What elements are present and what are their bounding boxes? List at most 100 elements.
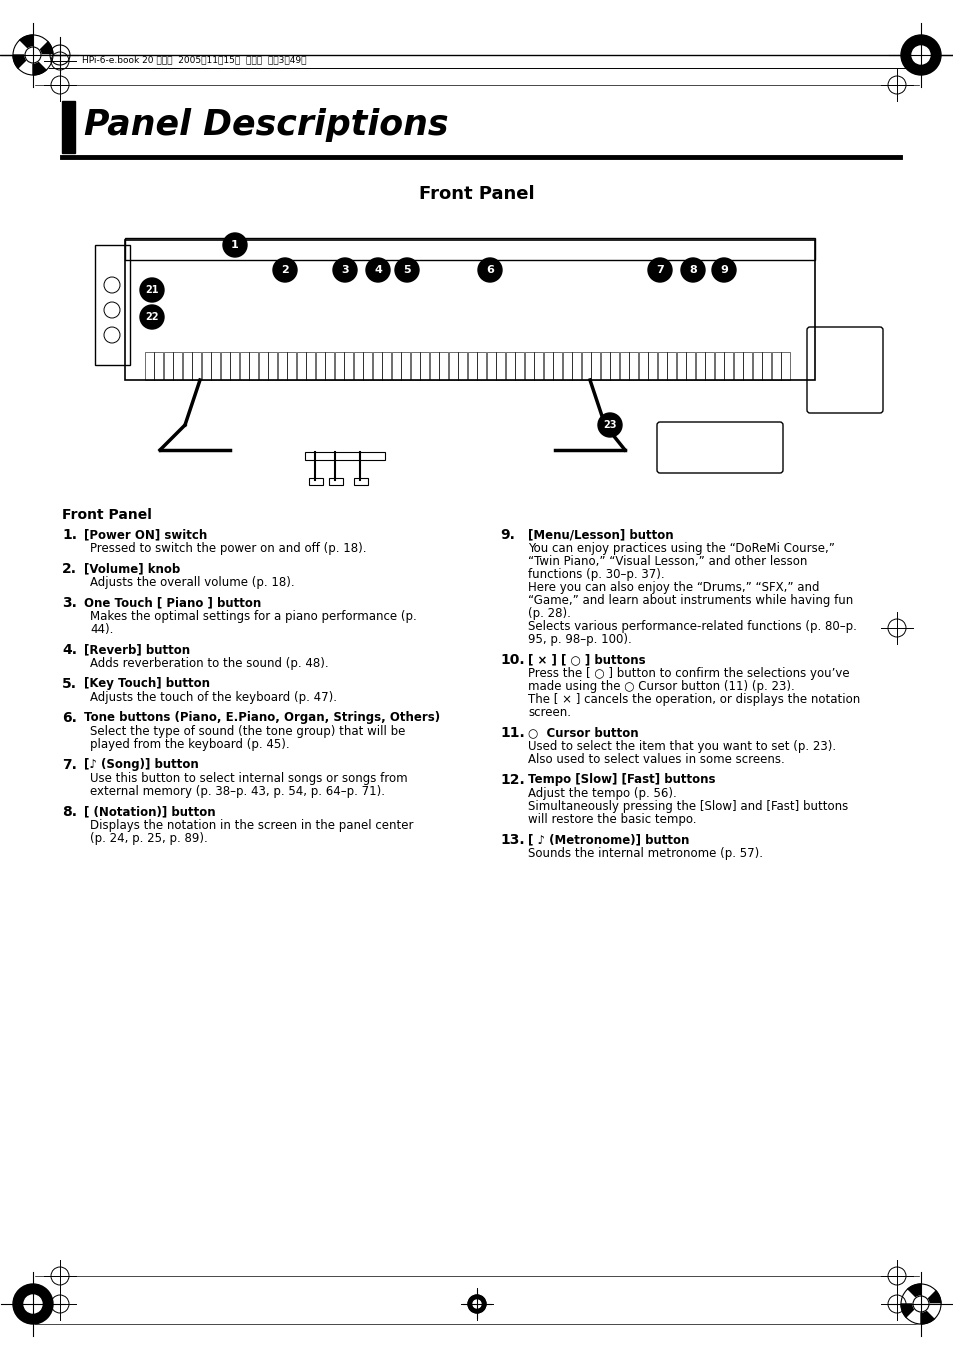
Bar (752, 353, 761, 380)
Bar (258, 353, 268, 380)
Text: Adjust the tempo (p. 56).: Adjust the tempo (p. 56). (527, 788, 676, 800)
Bar (477, 353, 486, 380)
Text: 8.: 8. (62, 805, 77, 819)
Text: 44).: 44). (90, 623, 113, 636)
Text: 9: 9 (720, 265, 727, 276)
Text: [ × ] [ ○ ] buttons: [ × ] [ ○ ] buttons (527, 653, 645, 666)
Circle shape (680, 258, 704, 282)
Polygon shape (900, 1290, 920, 1304)
Polygon shape (33, 55, 47, 76)
Circle shape (333, 258, 356, 282)
Text: The [ × ] cancels the operation, or displays the notation: The [ × ] cancels the operation, or disp… (527, 693, 860, 707)
Bar (354, 478, 368, 485)
Bar (505, 353, 515, 380)
Text: 1: 1 (231, 240, 238, 250)
Bar (610, 353, 618, 380)
Text: 4: 4 (374, 265, 381, 276)
Circle shape (25, 47, 41, 63)
Text: 95, p. 98–p. 100).: 95, p. 98–p. 100). (527, 634, 631, 646)
Text: 1.: 1. (62, 528, 77, 542)
Bar (173, 353, 182, 380)
Bar (449, 353, 457, 380)
Text: 21: 21 (145, 285, 158, 295)
Bar (468, 353, 476, 380)
Text: screen.: screen. (527, 707, 571, 719)
Circle shape (140, 278, 164, 303)
Text: Front Panel: Front Panel (418, 185, 535, 203)
Circle shape (477, 258, 501, 282)
Circle shape (598, 413, 621, 436)
Bar (154, 353, 163, 380)
Text: will restore the basic tempo.: will restore the basic tempo. (527, 813, 696, 825)
Polygon shape (906, 1283, 920, 1304)
Circle shape (912, 1296, 928, 1312)
Text: [Power ON] switch: [Power ON] switch (84, 528, 207, 540)
Text: [Key Touch] button: [Key Touch] button (84, 677, 210, 690)
Text: functions (p. 30–p. 37).: functions (p. 30–p. 37). (527, 567, 664, 581)
Text: 9.: 9. (499, 528, 515, 542)
Polygon shape (33, 55, 53, 69)
Text: external memory (p. 38–p. 43, p. 54, p. 64–p. 71).: external memory (p. 38–p. 43, p. 54, p. … (90, 785, 385, 798)
Bar (309, 478, 323, 485)
Bar (543, 353, 553, 380)
Text: Front Panel: Front Panel (62, 508, 152, 521)
Polygon shape (33, 35, 47, 55)
Text: 13.: 13. (499, 834, 524, 847)
Bar (686, 353, 695, 380)
Bar (581, 353, 590, 380)
Bar (287, 353, 296, 380)
Text: Pressed to switch the power on and off (p. 18).: Pressed to switch the power on and off (… (90, 542, 366, 555)
Polygon shape (920, 1304, 934, 1324)
Circle shape (366, 258, 390, 282)
Bar (193, 353, 201, 380)
Bar (382, 353, 391, 380)
Text: 12.: 12. (499, 773, 524, 788)
Bar (325, 353, 335, 380)
Bar (591, 353, 599, 380)
Bar (240, 353, 249, 380)
Circle shape (24, 1296, 42, 1313)
Circle shape (13, 1283, 53, 1324)
Text: Tempo [Slow] [Fast] buttons: Tempo [Slow] [Fast] buttons (527, 773, 715, 786)
Bar (145, 353, 153, 380)
Bar (315, 353, 325, 380)
Polygon shape (920, 1304, 940, 1319)
Bar (354, 353, 363, 380)
Bar (696, 353, 704, 380)
Text: “Game,” and learn about instruments while having fun: “Game,” and learn about instruments whil… (527, 594, 852, 607)
Bar (658, 353, 666, 380)
Bar (723, 353, 733, 380)
Bar (306, 353, 315, 380)
Text: played from the keyboard (p. 45).: played from the keyboard (p. 45). (90, 738, 290, 751)
Bar (430, 353, 438, 380)
Bar (268, 353, 277, 380)
Text: Selects various performance-related functions (p. 80–p.: Selects various performance-related func… (527, 620, 856, 634)
Circle shape (711, 258, 735, 282)
Circle shape (140, 305, 164, 330)
Bar (329, 478, 343, 485)
Text: (p. 28).: (p. 28). (527, 607, 570, 620)
Bar (392, 353, 400, 380)
Text: 5.: 5. (62, 677, 77, 690)
Bar (733, 353, 742, 380)
Bar (705, 353, 714, 380)
Bar (344, 353, 354, 380)
Bar (411, 353, 419, 380)
Bar (221, 353, 230, 380)
Bar (95, 245, 130, 365)
Text: 6: 6 (485, 265, 494, 276)
Polygon shape (906, 1304, 920, 1324)
Bar (439, 353, 448, 380)
Text: Adjusts the overall volume (p. 18).: Adjusts the overall volume (p. 18). (90, 576, 294, 589)
Text: Displays the notation in the screen in the panel center: Displays the notation in the screen in t… (90, 819, 413, 832)
Bar (572, 353, 581, 380)
Circle shape (911, 46, 929, 63)
Text: Use this button to select internal songs or songs from: Use this button to select internal songs… (90, 771, 407, 785)
Text: 23: 23 (602, 420, 616, 430)
Bar (677, 353, 685, 380)
Bar (125, 240, 814, 380)
Bar (667, 353, 676, 380)
Bar (515, 353, 524, 380)
Text: Makes the optimal settings for a piano performance (p.: Makes the optimal settings for a piano p… (90, 611, 416, 623)
Text: One Touch [ Piano ] button: One Touch [ Piano ] button (84, 596, 261, 609)
